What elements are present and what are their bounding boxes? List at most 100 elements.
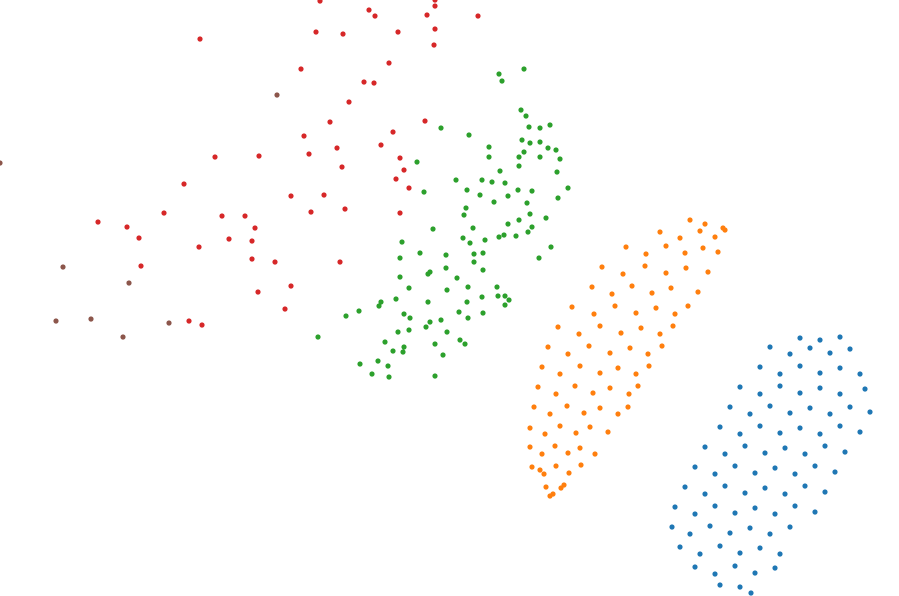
data-point (414, 159, 420, 165)
data-point (554, 169, 560, 175)
data-point (120, 334, 126, 340)
data-point (547, 411, 553, 417)
data-point (842, 449, 848, 455)
data-point (817, 370, 823, 376)
data-point (685, 303, 691, 309)
data-point (543, 215, 549, 221)
data-point (501, 232, 507, 238)
data-point (657, 331, 663, 337)
data-point (526, 124, 532, 130)
data-point (339, 164, 345, 170)
data-point (475, 13, 481, 19)
data-point (313, 29, 319, 35)
data-point (697, 228, 703, 234)
data-point (609, 291, 615, 297)
data-point (599, 264, 605, 270)
data-point (782, 445, 788, 451)
data-point (126, 280, 132, 286)
data-point (646, 363, 652, 369)
data-point (242, 213, 248, 219)
data-point (827, 350, 833, 356)
data-point (523, 113, 529, 119)
data-point (136, 235, 142, 241)
data-point (482, 237, 488, 243)
data-point (700, 245, 706, 251)
data-point (462, 341, 468, 347)
data-point (692, 511, 698, 517)
data-point (425, 271, 431, 277)
data-point (502, 302, 508, 308)
data-point (712, 571, 718, 577)
data-point (456, 309, 462, 315)
data-point (787, 410, 793, 416)
data-point (541, 471, 547, 477)
data-point (397, 274, 403, 280)
data-point (752, 570, 758, 576)
data-point (422, 118, 428, 124)
data-point (375, 358, 381, 364)
data-point (537, 154, 543, 160)
data-point (867, 409, 873, 415)
data-point (615, 411, 621, 417)
data-point (226, 236, 232, 242)
data-point (535, 384, 541, 390)
data-point (518, 107, 524, 113)
data-point (505, 221, 511, 227)
data-point (645, 351, 651, 357)
data-point (590, 390, 596, 396)
data-point (812, 509, 818, 515)
data-point (406, 185, 412, 191)
data-point (366, 7, 372, 13)
data-point (767, 403, 773, 409)
data-point (623, 244, 629, 250)
data-point (605, 429, 611, 435)
data-point (432, 373, 438, 379)
data-point (499, 78, 505, 84)
data-point (747, 525, 753, 531)
series-0 (95, 0, 481, 328)
data-point (557, 156, 563, 162)
data-point (465, 315, 471, 321)
data-point (454, 275, 460, 281)
data-point (497, 168, 503, 174)
data-point (334, 145, 340, 151)
data-point (581, 410, 587, 416)
data-point (586, 343, 592, 349)
data-point (777, 383, 783, 389)
data-point (378, 142, 384, 148)
data-point (397, 255, 403, 261)
data-point (757, 364, 763, 370)
data-point (516, 163, 522, 169)
data-point (401, 311, 407, 317)
series-4 (669, 334, 873, 596)
data-point (317, 0, 323, 4)
data-point (682, 250, 688, 256)
data-point (677, 544, 683, 550)
data-point (607, 350, 613, 356)
data-point (742, 490, 748, 496)
data-point (372, 13, 378, 19)
data-point (506, 297, 512, 303)
data-point (53, 318, 59, 324)
data-point (566, 470, 572, 476)
data-point (732, 510, 738, 516)
data-point (400, 349, 406, 355)
data-point (466, 132, 472, 138)
data-point (519, 137, 525, 143)
data-point (737, 550, 743, 556)
data-point (480, 310, 486, 316)
data-point (837, 423, 843, 429)
data-point (479, 294, 485, 300)
data-point (306, 151, 312, 157)
data-point (301, 133, 307, 139)
data-point (529, 224, 535, 230)
data-point (752, 470, 758, 476)
data-point (542, 431, 548, 437)
data-point (792, 471, 798, 477)
data-point (802, 483, 808, 489)
data-point (471, 251, 477, 257)
data-point (513, 233, 519, 239)
data-point (747, 411, 753, 417)
data-point (529, 188, 535, 194)
